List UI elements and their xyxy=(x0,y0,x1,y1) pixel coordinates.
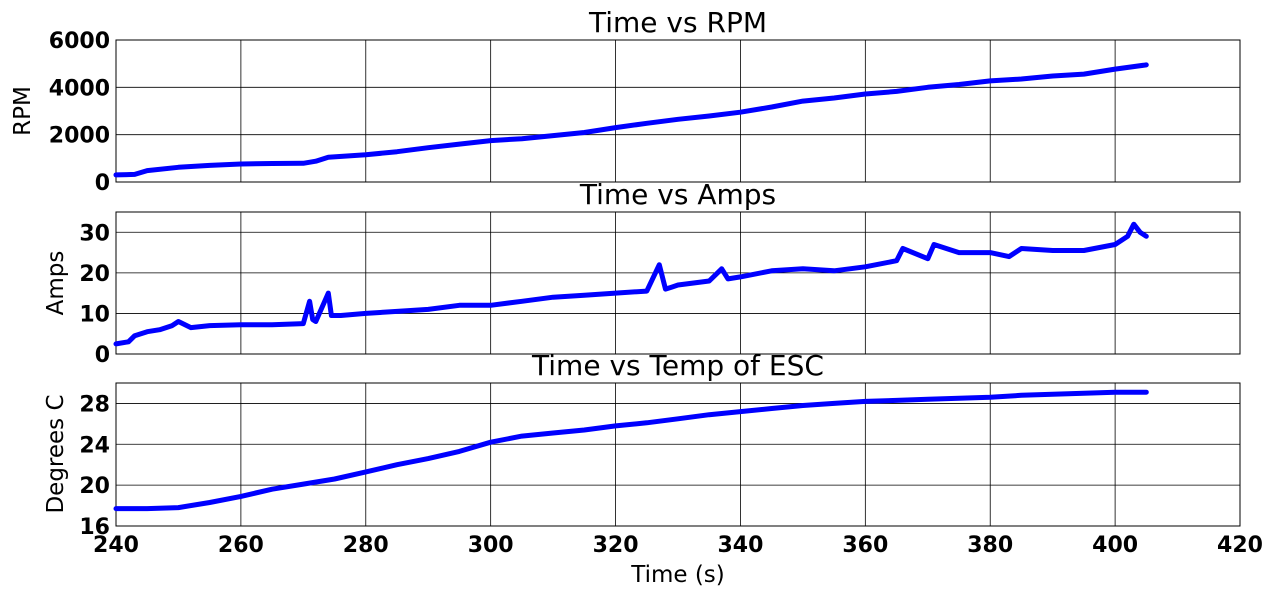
x-tick-label: 420 xyxy=(1217,533,1263,558)
amps-series-line xyxy=(113,221,1149,347)
x-tick-label: 320 xyxy=(593,533,639,558)
x-tick-label: 340 xyxy=(717,533,763,558)
x-tick-label: 240 xyxy=(93,533,139,558)
amps-y-tick-label: 20 xyxy=(79,262,110,287)
amps-y-tick-label: 30 xyxy=(79,221,110,246)
rpm-panel: Time vs RPM RPM 0 2000 4000 6000 xyxy=(10,6,1241,196)
temp-chart-title: Time vs Temp of ESC xyxy=(531,349,824,382)
amps-plot-area xyxy=(115,211,1241,355)
temp-panel: Time vs Temp of ESC Degrees C 16 20 24 28 xyxy=(43,349,1241,540)
temp-y-tick-label: 20 xyxy=(79,474,110,499)
rpm-y-tick-label: 4000 xyxy=(49,76,110,101)
rpm-y-axis-label: RPM xyxy=(10,86,36,136)
rpm-chart-title: Time vs RPM xyxy=(588,6,767,39)
temp-y-axis-label: Degrees C xyxy=(43,394,69,513)
x-tick-label: 360 xyxy=(842,533,888,558)
rpm-y-tick-label: 0 xyxy=(95,171,110,196)
amps-y-tick-label: 0 xyxy=(95,343,110,368)
amps-y-axis-label: Amps xyxy=(43,251,69,316)
rpm-plot-area xyxy=(115,39,1241,183)
x-tick-label: 380 xyxy=(967,533,1013,558)
temp-y-tick-label: 16 xyxy=(79,515,110,540)
amps-panel: Time vs Amps Amps 0 10 20 30 xyxy=(43,178,1241,368)
temp-plot-area xyxy=(115,382,1241,527)
x-tick-label: 280 xyxy=(343,533,389,558)
temp-series-line xyxy=(113,389,1149,512)
rpm-y-tick-label: 6000 xyxy=(49,29,110,54)
temp-y-tick-label: 24 xyxy=(79,433,110,458)
x-tick-label: 300 xyxy=(468,533,514,558)
amps-chart-title: Time vs Amps xyxy=(579,178,776,211)
amps-y-tick-label: 10 xyxy=(79,302,110,327)
x-axis-label: Time (s) xyxy=(630,562,725,588)
rpm-y-tick-label: 2000 xyxy=(49,124,110,149)
x-tick-label: 400 xyxy=(1092,533,1138,558)
x-tick-label: 260 xyxy=(218,533,264,558)
rpm-series-line xyxy=(113,62,1149,178)
temp-y-tick-label: 28 xyxy=(79,392,110,417)
